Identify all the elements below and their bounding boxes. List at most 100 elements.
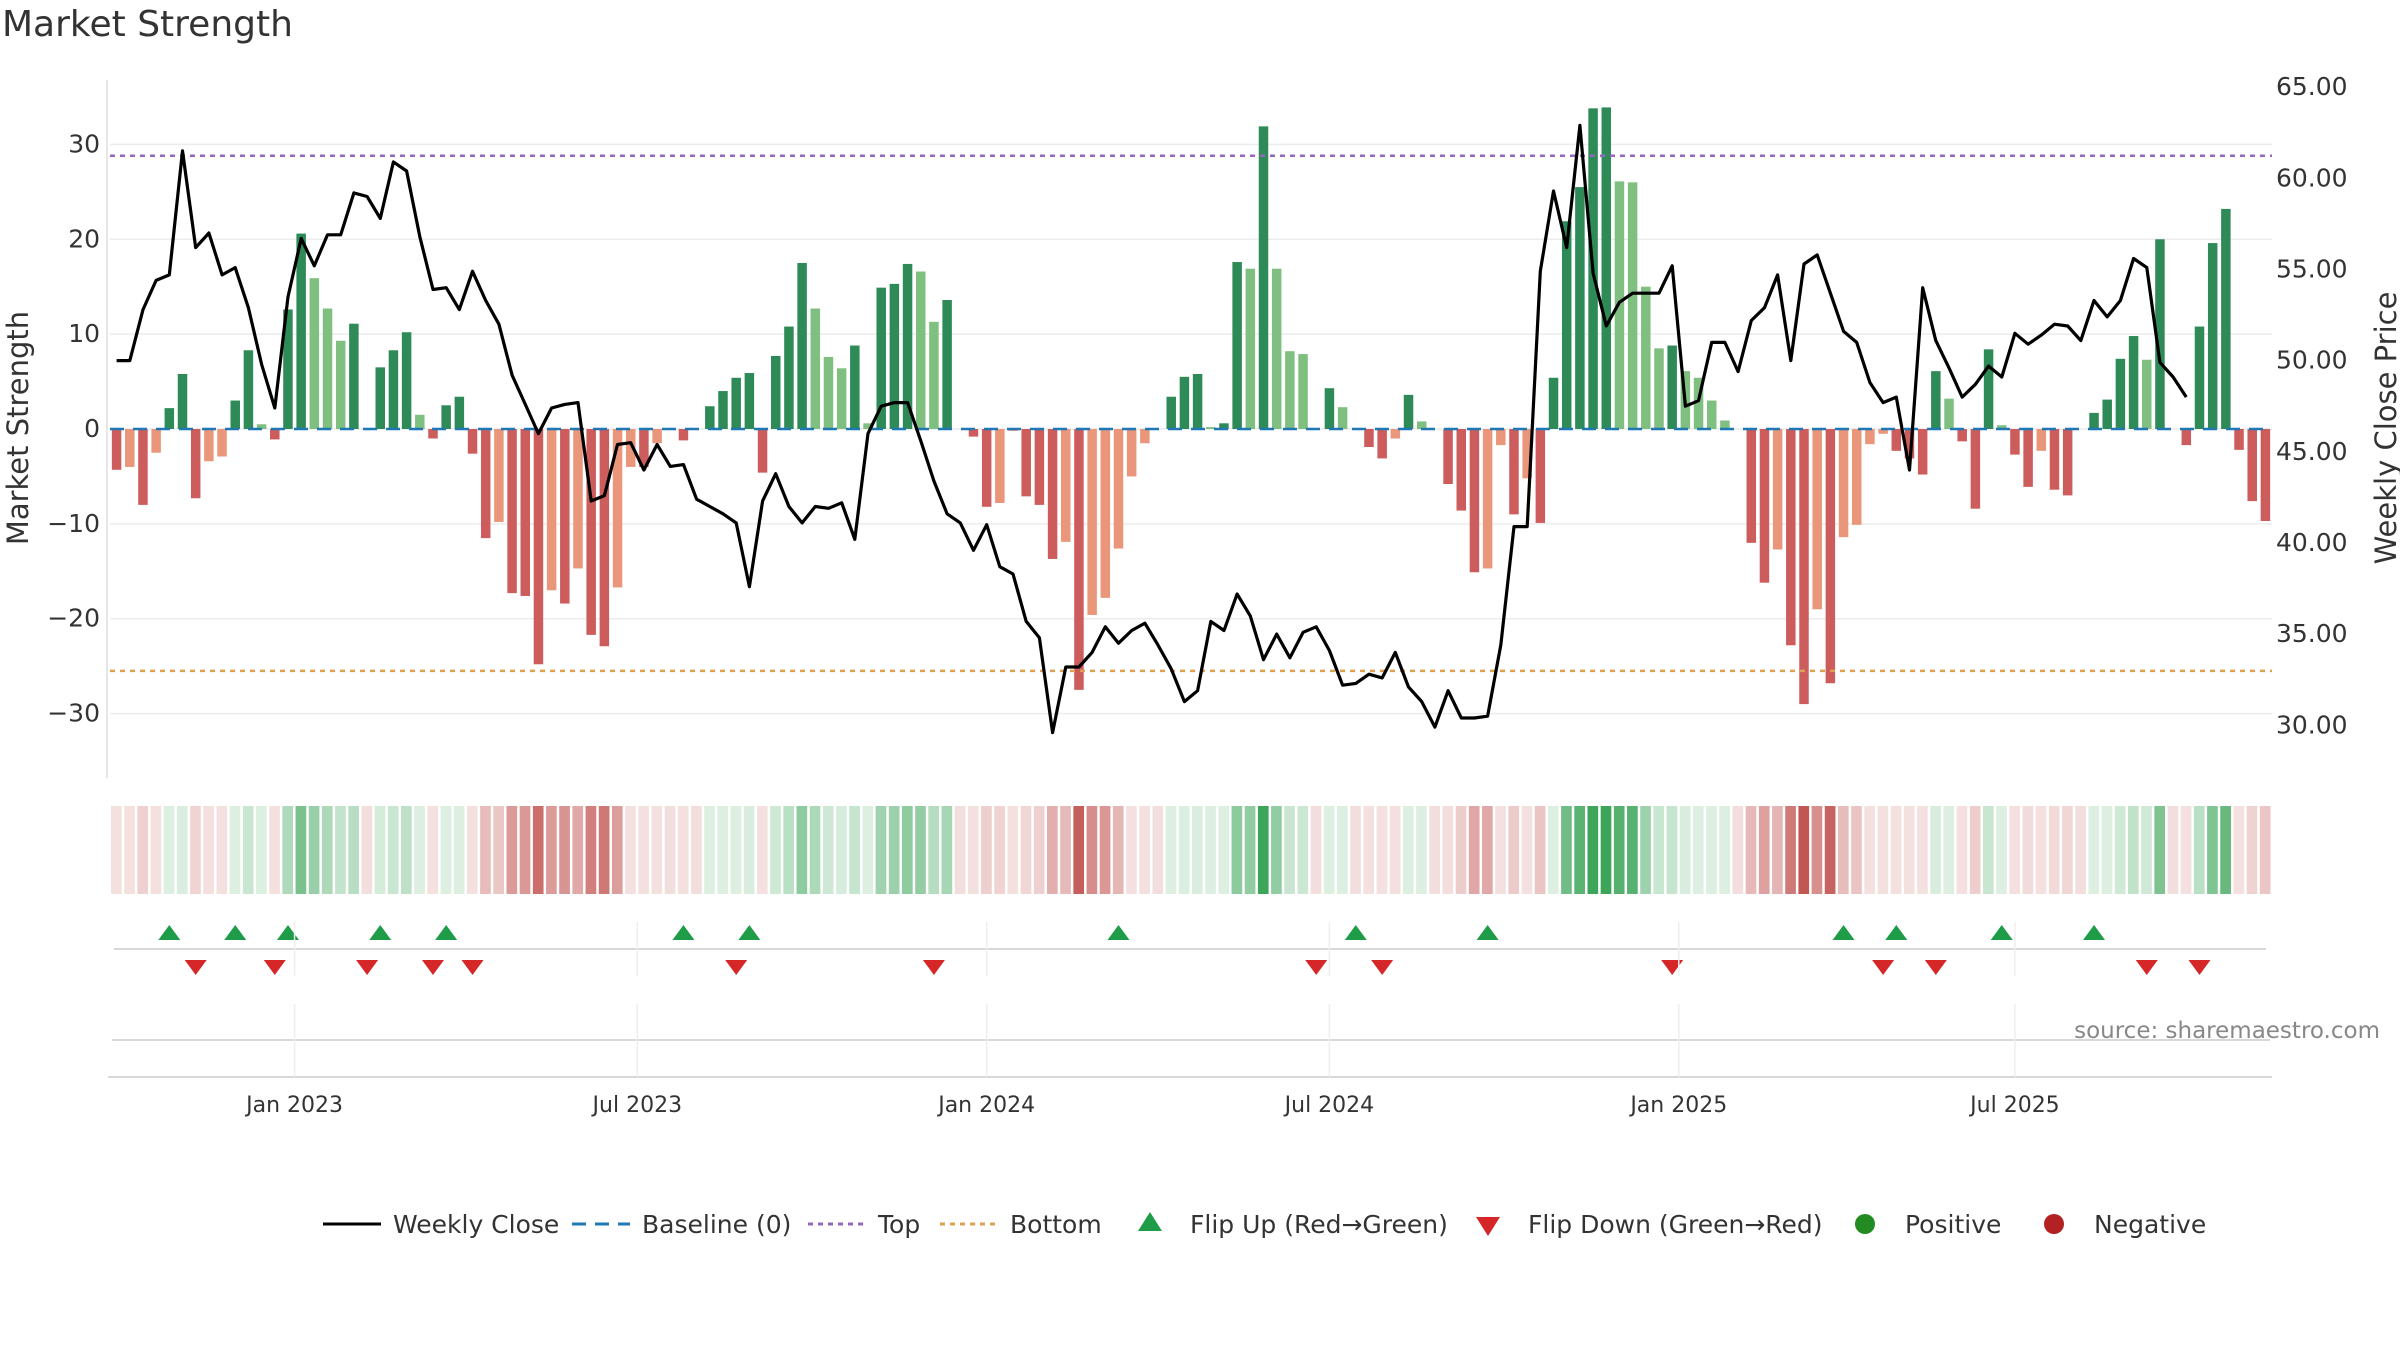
heat-cell [770,806,781,894]
strength-bar [2194,326,2205,429]
strength-bar [296,233,306,429]
flip-down-marker [1371,960,1394,975]
heat-cell [111,806,122,894]
heat-cell [1521,806,1533,894]
heat-cell [216,806,228,894]
heat-cell [374,806,386,894]
heat-cell [1692,806,1704,894]
heat-cell [1482,806,1493,894]
strength-bar [1390,429,1401,439]
strength-bar [1271,268,1282,429]
strength-bar [902,263,913,429]
strength-bar [1377,429,1387,459]
heat-cell [1126,806,1137,894]
heat-strip [111,806,2271,894]
strength-bar [467,429,478,454]
heat-cell [1455,806,1467,894]
heat-cell [1020,806,1032,894]
heat-cell [256,806,267,894]
strength-bar [2221,208,2231,429]
strength-bar [190,429,201,499]
strength-bar [889,283,900,429]
heat-cell [1666,806,1678,894]
heat-cell [1139,806,1150,894]
heat-cell [928,806,940,894]
x-tick-label: Jul 2024 [1283,1093,1375,1118]
strength-bar [1403,394,1414,429]
heat-cell [1442,806,1454,894]
heat-cell [532,806,544,894]
heat-cell [453,806,465,894]
heat-cell [809,806,821,894]
heat-cell [1837,806,1849,894]
heat-cell [1943,806,1955,894]
legend: Weekly Close Baseline (0) Top Bottom Flip Up… [323,1210,2206,1239]
y-axis-right-label: Weekly Close Price [2369,292,2400,565]
legend-positive-label: Positive [1905,1210,2001,1239]
heat-cell [901,806,913,894]
x-axis: Jan 2023 Jul 2023 Jan 2024 Jul 2024 Jan 2025… [108,922,2272,1118]
heat-cell [1785,806,1796,894]
strength-bar [1166,396,1176,429]
weekly-close-line-layer [116,123,2188,735]
strength-bar [1469,429,1480,573]
y-left-tick-label: 20 [68,224,100,253]
strength-bar [428,429,438,439]
strength-bar [1100,429,1111,598]
flip-up-marker [738,925,761,940]
strength-bar [599,429,610,647]
heat-cell [493,806,504,894]
weekly-close-line [116,123,2188,735]
legend-flip-down-swatch [1476,1217,1500,1236]
heat-cell [796,806,808,894]
flip-up-marker [276,925,299,940]
x-tick-label: Jan 2024 [936,1093,1035,1118]
strength-bar [441,405,451,429]
strength-bar [335,340,346,429]
x-tick-label: Jan 2023 [244,1093,343,1118]
strength-bar [1667,345,1677,429]
heat-cell [967,806,979,894]
y-left-tick-label: −10 [47,509,100,538]
chart-title: Market Strength [2,4,293,45]
strength-bar [1865,429,1875,445]
heat-cell [1007,806,1019,894]
legend-weekly-close-label: Weekly Close [393,1210,559,1239]
legend-baseline-label: Baseline (0) [642,1210,791,1239]
flip-up-marker [1107,925,1130,940]
strength-bar [2115,358,2126,429]
flip-up-marker [1832,925,1855,940]
strength-bar [1192,373,1203,429]
strength-bar [1825,429,1836,684]
heat-cell [1561,806,1572,894]
y-right-tick-label: 50.00 [2276,346,2348,375]
y-right-tick-label: 35.00 [2276,619,2348,648]
flip-down-marker [725,960,748,975]
strength-bar [401,332,412,429]
strength-bar [480,429,491,539]
strength-bar [1285,351,1295,429]
heat-cell [401,806,412,894]
strength-bar [164,408,175,429]
heat-cell [888,806,900,894]
heat-cell [1323,806,1335,894]
strength-bar [995,429,1005,503]
heat-cell [361,806,373,894]
strength-bar [1693,377,1704,429]
strength-bar [349,323,359,429]
heat-cell [1192,806,1203,894]
heat-cell [1930,806,1941,894]
legend-flip-down-label: Flip Down (Green→Red) [1528,1210,1823,1239]
flip-down-marker [1661,960,1684,975]
strength-bar [1179,376,1190,429]
heat-cell [1337,806,1348,894]
heat-cell [691,806,702,894]
strength-bar [2049,429,2060,490]
strength-bar [1772,429,1783,550]
strength-bar [586,429,596,635]
strength-bar [1786,429,1796,646]
heat-cell [480,806,491,894]
heat-cell [677,806,689,894]
strength-bar [217,429,227,457]
strength-bar [256,424,267,429]
